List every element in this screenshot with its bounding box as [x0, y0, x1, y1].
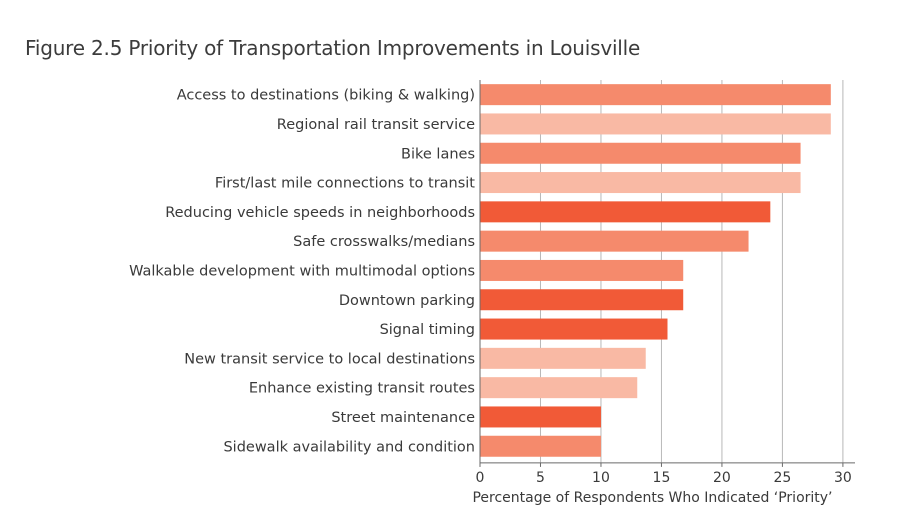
bar — [480, 113, 831, 135]
x-tick-label: 30 — [834, 470, 852, 486]
category-label: Enhance existing transit routes — [249, 381, 475, 397]
bar — [480, 435, 601, 457]
bar — [480, 84, 831, 106]
bar — [480, 406, 601, 428]
bar — [480, 318, 668, 340]
category-label: Access to destinations (biking & walking… — [177, 88, 475, 104]
x-tick-label: 25 — [774, 470, 792, 486]
x-tick-label: 5 — [536, 470, 545, 486]
bar — [480, 289, 684, 311]
bar — [480, 377, 638, 399]
category-label: First/last mile connections to transit — [215, 176, 475, 192]
category-label: Signal timing — [380, 322, 475, 338]
bar — [480, 142, 801, 164]
category-label: Downtown parking — [339, 293, 475, 309]
chart-title: Figure 2.5 Priority of Transportation Im… — [25, 36, 641, 60]
x-axis: 0 5 10 15 20 25 30 — [476, 80, 855, 486]
bar — [480, 230, 749, 252]
bar — [480, 172, 801, 194]
bar — [480, 201, 771, 223]
x-tick-label: 0 — [476, 470, 485, 486]
category-labels: Access to destinations (biking & walking… — [129, 88, 475, 456]
x-tick-label: 15 — [653, 470, 671, 486]
bar — [480, 347, 646, 369]
category-label: Safe crosswalks/medians — [293, 234, 475, 250]
category-label: Bike lanes — [401, 146, 475, 162]
bars — [480, 84, 831, 457]
category-label: Street maintenance — [331, 410, 475, 426]
category-label: Sidewalk availability and condition — [223, 439, 475, 455]
category-label: Walkable development with multimodal opt… — [129, 263, 475, 279]
category-label: New transit service to local destination… — [184, 351, 475, 367]
x-tick-label: 20 — [713, 470, 731, 486]
bar — [480, 259, 684, 281]
x-tick-label: 10 — [592, 470, 610, 486]
category-label: Reducing vehicle speeds in neighborhoods — [165, 205, 475, 221]
x-axis-label: Percentage of Respondents Who Indicated … — [472, 490, 832, 506]
category-label: Regional rail transit service — [277, 117, 475, 133]
